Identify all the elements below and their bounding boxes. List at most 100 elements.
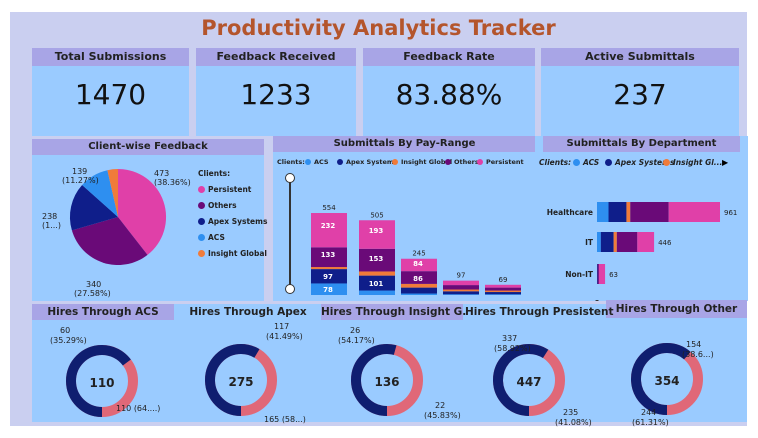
range-slider-handle-bottom[interactable] [285, 284, 295, 294]
donut-label: (45.83%) [424, 411, 461, 420]
bar-segment-others[interactable] [485, 287, 521, 291]
kpi-label: Total Submissions [32, 48, 189, 66]
bar-segment-apex-systems[interactable] [443, 291, 479, 295]
donut-ring-primary[interactable] [631, 343, 703, 415]
bar-segment-insight-global[interactable] [401, 283, 437, 288]
bar-segment-insight-global[interactable] [485, 290, 521, 293]
bar-segment-insight-global[interactable] [359, 271, 395, 276]
bar-segment-others[interactable] [443, 285, 479, 290]
dashboard: Productivity Analytics Tracker Total Sub… [10, 12, 748, 427]
kpi-active-submittals: Active Submittals 237 [541, 48, 739, 136]
bar-segment-insight-global[interactable] [311, 267, 347, 270]
bar-segment-persistent[interactable] [311, 213, 347, 248]
hbar-segment-acs[interactable] [597, 202, 609, 222]
range-slider-track[interactable] [289, 176, 291, 288]
range-slider-handle-top[interactable] [285, 173, 295, 183]
bar-segment-apex-systems[interactable] [401, 287, 437, 294]
panel-title: Client-wise Feedback [32, 139, 264, 155]
donut-center: 136 [374, 375, 400, 389]
hbar-segment-insight-global[interactable] [626, 202, 631, 222]
donut-label: (54.17%) [338, 336, 375, 345]
hbar-segment-acs[interactable] [597, 232, 601, 252]
bar-segment-apex-systems[interactable] [359, 275, 395, 291]
legend-label: Others [208, 201, 237, 210]
legend-item-others[interactable]: Others [445, 158, 479, 166]
bar-segment-persistent[interactable] [359, 220, 395, 249]
legend-item-insight-global[interactable]: Insight Gl... [663, 158, 722, 167]
client-feedback-pie [69, 168, 167, 266]
donut-label: 154 [686, 340, 702, 349]
hbar-segment-apex-systems[interactable] [600, 232, 614, 252]
pie-label-others-pct: (27.58%) [74, 289, 111, 298]
pie-label-others: 340 [86, 280, 102, 289]
bar-segment-persistent[interactable] [443, 280, 479, 286]
seg-label: 232 [320, 222, 336, 230]
hbar-segment-persistent[interactable] [598, 264, 606, 284]
bar-segment-others[interactable] [311, 247, 347, 268]
legend-item-persistent[interactable]: Persistent [198, 185, 251, 194]
bar-segment-insight-global[interactable] [443, 289, 479, 292]
bar-segment-apex-systems[interactable] [311, 269, 347, 284]
hbar-value-label: 63 [609, 271, 618, 279]
legend-item-apex[interactable]: Apex Systems [337, 158, 398, 166]
legend-dot [198, 186, 205, 193]
legend-item-acs[interactable]: ACS [573, 158, 599, 167]
hbar-segment-insight-global[interactable] [613, 232, 617, 252]
bar-total-label: 245 [412, 250, 425, 258]
legend-dot [445, 159, 451, 165]
page-title: Productivity Analytics Tracker [201, 16, 556, 40]
legend-label: Persistent [208, 185, 252, 194]
bar-segment-others[interactable] [401, 271, 437, 284]
pie-label-acs-pct: (11.27%) [62, 176, 99, 185]
bar-total-label: 554 [322, 204, 336, 212]
pie-label-apex: 238 [42, 212, 58, 221]
bar-segment-acs[interactable] [443, 294, 479, 295]
donut-ring-primary[interactable] [205, 344, 277, 416]
payrange-panel: Submittals By Pay-Range Clients: ACS Ape… [273, 136, 536, 301]
legend-label: Apex Systems [208, 217, 268, 226]
hbar-value-label: 446 [658, 239, 672, 247]
legend-item-persistent[interactable]: Persistent [477, 158, 524, 166]
hbar-segment-persistent[interactable] [637, 232, 655, 252]
legend-item-others[interactable]: Others [198, 201, 237, 210]
donut-ring-primary[interactable] [493, 344, 565, 416]
donut-label: (61.31%) [632, 418, 669, 427]
bar-segment-acs[interactable] [485, 294, 521, 295]
hbar-segment-others[interactable] [630, 202, 669, 222]
legend-item-insight-global[interactable]: Insight Global [198, 249, 267, 258]
legend-dot [198, 218, 205, 225]
bar-segment-acs[interactable] [311, 283, 347, 295]
legend-item-acs[interactable]: ACS [305, 158, 329, 166]
legend-item-insight-global[interactable]: Insight Global [392, 158, 452, 166]
bar-segment-persistent[interactable] [485, 284, 521, 288]
bar-segment-apex-systems[interactable] [485, 292, 521, 295]
kpi-total-submissions: Total Submissions 1470 [32, 48, 189, 136]
legend-item-acs[interactable]: ACS [198, 233, 225, 242]
legend-label: ACS [314, 158, 329, 166]
bar-segment-persistent[interactable] [401, 258, 437, 272]
kpi-value: 1470 [74, 78, 147, 111]
donut-label: 26 [350, 326, 361, 335]
x-axis-tick: 0 [594, 299, 600, 301]
legend-item-apex[interactable]: Apex Systems [605, 158, 674, 167]
bar-segment-acs[interactable] [359, 290, 395, 295]
hbar-segment-apex-systems[interactable] [608, 202, 627, 222]
bar-segment-others[interactable] [359, 248, 395, 272]
bar-total-label: 97 [457, 272, 466, 280]
pie-slice-apex [69, 185, 118, 231]
hbar-segment-persistent[interactable] [668, 202, 721, 222]
donut-ring-primary[interactable] [66, 345, 138, 417]
hbar-segment-apex-systems[interactable] [597, 264, 598, 284]
kpi-label: Active Submittals [541, 48, 739, 66]
hbar-segment-others[interactable] [597, 264, 599, 284]
donut-ring-primary[interactable] [351, 344, 423, 416]
donut-label: 337 [502, 334, 518, 343]
bar-segment-acs[interactable] [401, 293, 437, 295]
legend-item-apex[interactable]: Apex Systems [198, 217, 267, 226]
hbar-segment-others[interactable] [616, 232, 638, 252]
hires-title: Hires Through ACS [47, 306, 159, 318]
legend-next-icon[interactable]: ▶ [722, 158, 729, 167]
panel-title: Submittals By Department [543, 136, 740, 152]
legend-title: Clients: [198, 169, 231, 178]
